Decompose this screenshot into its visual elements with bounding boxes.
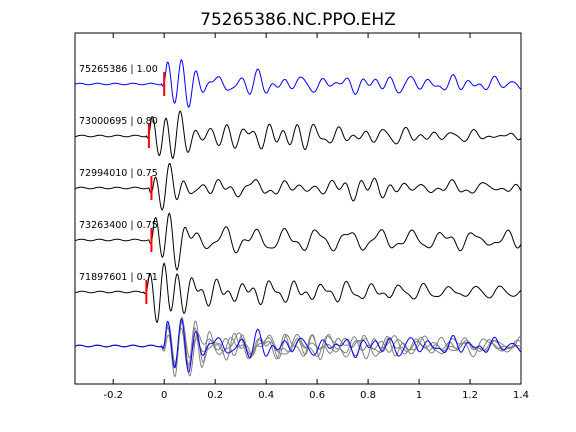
x-tick-label: -0.2 — [103, 390, 123, 401]
trace-label: 75265386 | 1.00 — [79, 64, 158, 75]
x-tick-label: 1.4 — [513, 390, 529, 401]
trace-label: 71897601 | 0.71 — [79, 272, 158, 283]
x-tick-label: 0 — [161, 390, 167, 401]
trace-label: 73263400 | 0.75 — [79, 220, 158, 231]
x-tick-label: 0.4 — [258, 390, 274, 401]
x-tick-label: 0.6 — [309, 390, 325, 401]
trace-waveform — [74, 262, 522, 324]
trace-71897601: 71897601 | 0.71 — [74, 262, 522, 324]
trace-73000695: 73000695 | 0.80 — [74, 110, 522, 159]
chart-title: 75265386.NC.PPO.EHZ — [200, 10, 396, 30]
overlay-waveform — [74, 320, 522, 369]
trace-75265386: 75265386 | 1.00 — [74, 59, 522, 108]
trace-73263400: 73263400 | 0.75 — [74, 212, 522, 271]
traces-group: 75265386 | 1.00 73000695 | 0.80 72994010 |… — [74, 59, 522, 324]
overlay-waveform — [74, 320, 522, 369]
x-tick-label: 1.2 — [462, 390, 478, 401]
overlay-reference-waveform — [74, 317, 522, 373]
x-tick-label: 1 — [416, 390, 422, 401]
trace-waveform — [74, 212, 522, 271]
stacked-overlay-group — [74, 316, 522, 378]
x-axis: -0.2 0 0.2 0.4 0.6 0.8 1 1.2 1.4 — [103, 33, 529, 401]
trace-72994010: 72994010 | 0.75 — [74, 162, 522, 211]
trace-waveform — [74, 59, 522, 108]
plot-area-frame — [74, 32, 522, 385]
trace-waveform — [74, 162, 522, 211]
x-tick-label: 0.2 — [207, 390, 223, 401]
x-tick-label: 0.8 — [360, 390, 376, 401]
trace-label: 73000695 | 0.80 — [79, 116, 158, 127]
trace-label: 72994010 | 0.75 — [79, 168, 158, 179]
